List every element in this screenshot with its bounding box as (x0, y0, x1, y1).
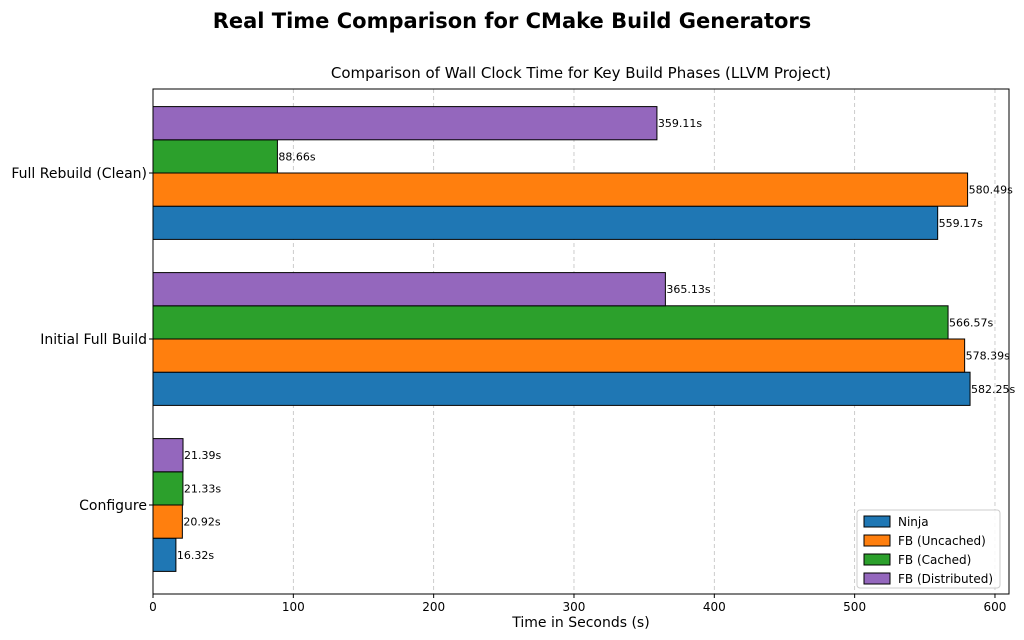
bar-value-label: 582.25s (971, 383, 1015, 396)
x-tick-label: 100 (282, 600, 305, 614)
bars (152, 106, 971, 572)
legend-label: Ninja (898, 515, 929, 529)
chart-title: Comparison of Wall Clock Time for Key Bu… (331, 64, 831, 82)
bar (152, 272, 666, 307)
y-tick-label: Full Rebuild (Clean) (11, 166, 147, 182)
legend-box (856, 509, 1001, 589)
x-tick-label: 300 (563, 600, 586, 614)
bar (152, 106, 658, 141)
bar-value-label: 566.57s (949, 316, 993, 329)
bar-value-label: 20.92s (183, 516, 220, 529)
x-axis-ticks: 0 100 200 300 400 500 600 (149, 594, 1006, 614)
legend-label: FB (Uncached) (898, 534, 986, 548)
bar (152, 504, 183, 539)
legend-label: FB (Cached) (898, 553, 971, 567)
x-tick-label: 0 (149, 600, 157, 614)
bar (152, 205, 939, 240)
plot-frame (152, 88, 1010, 595)
x-axis-label: Time in Seconds (s) (511, 615, 649, 631)
bar-value-label: 16.32s (177, 549, 214, 562)
bar-value-label: 359.11s (658, 117, 702, 130)
x-tick-label: 200 (422, 600, 445, 614)
x-tick-label: 400 (703, 600, 726, 614)
bar-value-label: 21.33s (184, 482, 221, 495)
bar-value-label: 21.39s (184, 449, 221, 462)
x-tick-label: 600 (984, 600, 1007, 614)
bar (152, 371, 971, 406)
bar (152, 537, 177, 572)
y-axis-ticks: Configure Initial Full Build Full Rebuild … (11, 166, 153, 514)
bar-value-label: 365.13s (666, 283, 710, 296)
legend-swatch (863, 534, 891, 547)
chart-suptitle: Real Time Comparison for CMake Build Gen… (213, 9, 812, 33)
legend-swatch (863, 572, 891, 585)
bar (152, 338, 966, 373)
bar (152, 172, 969, 207)
legend: Ninja FB (Uncached) FB (Cached) FB (Distrib… (856, 509, 1001, 589)
legend-label: FB (Distributed) (898, 572, 993, 586)
bar-value-label: 88.66s (278, 150, 315, 163)
legend-swatch (863, 553, 891, 566)
bar (152, 139, 278, 174)
bar (152, 471, 184, 506)
x-tick-label: 500 (843, 600, 866, 614)
bar-value-label: 578.39s (966, 350, 1010, 363)
legend-swatch (863, 515, 891, 528)
bar (152, 438, 184, 473)
bar-value-label: 580.49s (969, 184, 1013, 197)
bar-value-label: 559.17s (939, 217, 983, 230)
y-tick-label: Configure (79, 498, 147, 514)
data-labels: 16.32s 20.92s 21.33s 21.39s 582.25s 578.39s 56… (177, 117, 1016, 562)
bar (152, 305, 949, 340)
y-tick-label: Initial Full Build (40, 332, 147, 348)
